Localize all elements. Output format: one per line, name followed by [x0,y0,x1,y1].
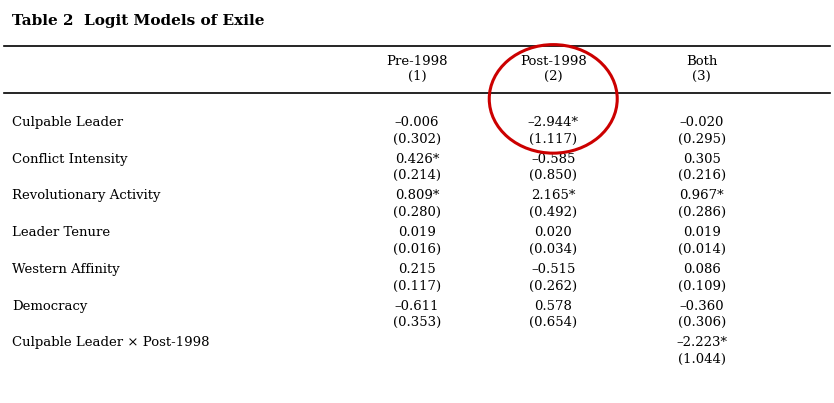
Text: –2.944*: –2.944* [528,116,579,129]
Text: (0.280): (0.280) [393,206,441,219]
Text: Post-1998
(2): Post-1998 (2) [520,55,586,83]
Text: Revolutionary Activity: Revolutionary Activity [13,189,161,202]
Text: Conflict Intensity: Conflict Intensity [13,153,128,166]
Text: Both
(3): Both (3) [686,55,717,83]
Text: –0.360: –0.360 [680,299,724,313]
Text: 0.426*: 0.426* [394,153,440,166]
Text: –0.006: –0.006 [394,116,440,129]
Text: (0.286): (0.286) [678,206,726,219]
Text: 0.967*: 0.967* [680,189,724,202]
Text: 0.215: 0.215 [398,263,436,276]
Text: 0.020: 0.020 [535,226,572,239]
Text: –0.020: –0.020 [680,116,724,129]
Text: (0.492): (0.492) [529,206,577,219]
Text: (0.850): (0.850) [530,169,577,182]
Text: Table 2  Logit Models of Exile: Table 2 Logit Models of Exile [13,14,265,28]
Text: (0.016): (0.016) [393,243,441,256]
Text: (0.262): (0.262) [529,279,577,293]
Text: (0.214): (0.214) [393,169,441,182]
Text: (1.044): (1.044) [678,353,726,366]
Text: 0.086: 0.086 [683,263,721,276]
Text: (0.109): (0.109) [678,279,726,293]
Text: (0.306): (0.306) [678,316,726,329]
Text: (0.302): (0.302) [393,133,441,145]
Text: –0.585: –0.585 [531,153,575,166]
Text: 0.578: 0.578 [535,299,572,313]
Text: Leader Tenure: Leader Tenure [13,226,111,239]
Text: 2.165*: 2.165* [531,189,575,202]
Text: Pre-1998
(1): Pre-1998 (1) [386,55,448,83]
Text: (0.034): (0.034) [529,243,577,256]
Text: (1.117): (1.117) [529,133,577,145]
Text: –0.611: –0.611 [394,299,440,313]
Text: Western Affinity: Western Affinity [13,263,120,276]
Text: (0.014): (0.014) [678,243,726,256]
Text: 0.305: 0.305 [683,153,721,166]
Text: (0.654): (0.654) [529,316,577,329]
Text: –2.223*: –2.223* [676,336,727,349]
Text: (0.353): (0.353) [393,316,441,329]
Text: Democracy: Democracy [13,299,88,313]
Text: (0.216): (0.216) [678,169,726,182]
Text: –0.515: –0.515 [531,263,575,276]
Text: 0.019: 0.019 [683,226,721,239]
Text: 0.019: 0.019 [398,226,436,239]
Text: (0.117): (0.117) [393,279,441,293]
Text: 0.809*: 0.809* [394,189,440,202]
Text: Culpable Leader × Post-1998: Culpable Leader × Post-1998 [13,336,210,349]
Text: (0.295): (0.295) [678,133,726,145]
Text: Culpable Leader: Culpable Leader [13,116,123,129]
